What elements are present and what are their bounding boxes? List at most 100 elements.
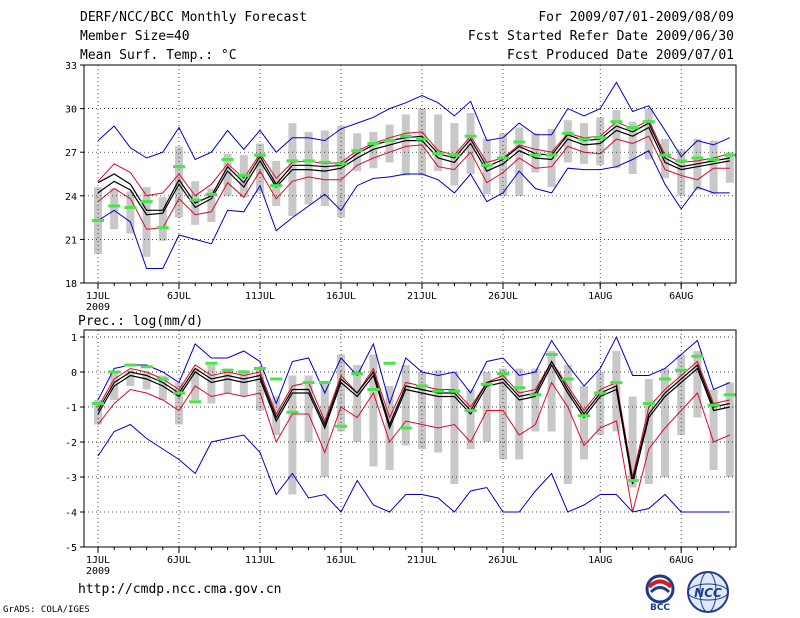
prec-obs-mark — [221, 368, 234, 372]
temp-box-bar — [385, 124, 394, 163]
prec-obs-mark — [286, 410, 299, 414]
prec-box-bar — [223, 368, 232, 393]
temp-box-bar — [515, 127, 524, 196]
prec-obs-mark — [707, 403, 720, 407]
temp-obs-mark — [480, 163, 493, 167]
temp-obs-mark — [270, 184, 283, 188]
temp-box-bar — [693, 139, 702, 190]
temp-box-bar — [531, 133, 540, 173]
temp-box-bar — [337, 126, 345, 218]
prec-obs-mark — [594, 391, 607, 395]
temp-obs-mark — [92, 219, 104, 223]
prec-obs-mark — [432, 389, 445, 393]
prec-obs-mark — [659, 377, 671, 381]
temp-obs-mark — [545, 153, 558, 157]
prec-obs-mark — [610, 381, 623, 384]
temp-obs-mark — [529, 153, 542, 157]
temp-box-bar — [142, 187, 151, 257]
prec-box-bar — [337, 354, 345, 432]
prec-obs-mark — [124, 363, 137, 367]
prec-xtick-label: 6AUG — [669, 555, 693, 566]
temp-obs-mark — [367, 141, 380, 145]
temp-xtick-year: 2009 — [86, 302, 110, 313]
prec-box-bar — [142, 372, 151, 390]
temp-box-bar — [401, 114, 410, 176]
temp-obs-mark — [335, 162, 347, 166]
temp-obs-mark — [513, 140, 526, 144]
temp-obs-mark — [108, 204, 121, 208]
prec-obs-mark — [237, 370, 250, 374]
prec-obs-mark — [691, 354, 704, 358]
temp-box-bar — [126, 191, 135, 234]
grads-credit: GrADS: COLA/IGES — [3, 605, 90, 615]
temp-obs-mark — [237, 173, 250, 177]
footer-url[interactable]: http://cmdp.ncc.cma.gov.cn — [78, 582, 282, 597]
prec-obs-mark — [578, 414, 590, 418]
temp-ytick-label: 33 — [65, 61, 77, 72]
prec-obs-mark — [626, 479, 639, 482]
prec-obs-mark — [351, 372, 364, 376]
temp-obs-mark — [691, 156, 704, 160]
prec-obs-mark — [675, 368, 688, 372]
prec-box-bar — [369, 354, 378, 467]
prec-line-min — [97, 423, 730, 513]
temp-obs-mark — [707, 157, 720, 161]
temp-ytick-label: 24 — [65, 192, 77, 203]
prec-obs-mark — [302, 381, 315, 384]
prec-obs-mark — [205, 361, 218, 365]
chart-title: DERF/NCC/BCC Monthly Forecast — [80, 10, 307, 25]
prec-box-bar — [401, 365, 410, 446]
temp-box-bar — [304, 131, 313, 205]
prec-box-bar — [256, 368, 264, 411]
forecast-period: For 2009/07/01-2009/08/09 — [538, 10, 734, 25]
prec-box-bar — [175, 382, 183, 425]
temp-xtick-label: 6JUL — [167, 291, 191, 302]
temp-xtick-label: 21JUL — [407, 291, 437, 302]
prec-box-bar — [191, 368, 200, 400]
prec-panel: Prec.: log(mm/d)-5-4-3-2-1011JUL20096JUL… — [65, 314, 737, 577]
prec-box-bar — [94, 400, 102, 425]
temp-line-min — [97, 150, 730, 269]
temp-box-bar — [499, 133, 507, 196]
header-left: DERF/NCC/BCC Monthly Forecast Member Siz… — [80, 10, 307, 67]
header-right: For 2009/07/01-2009/08/09 Fcst Started R… — [468, 10, 734, 67]
temp-obs-mark — [464, 134, 477, 138]
prec-obs-mark — [513, 386, 526, 390]
temp-obs-mark — [626, 125, 639, 129]
prec-obs-mark — [464, 409, 477, 412]
temp-obs-mark — [675, 159, 688, 163]
prec-obs-mark — [416, 384, 428, 388]
temp-line-lower — [97, 135, 730, 230]
prec-box-bar — [207, 365, 216, 404]
prec-box-bar — [434, 370, 443, 453]
temp-obs-mark — [189, 198, 202, 202]
temp-obs-mark — [173, 165, 185, 169]
temp-obs-mark — [723, 153, 736, 157]
temp-ytick-label: 18 — [65, 279, 77, 290]
prec-obs-mark — [497, 372, 509, 376]
prec-xtick-label: 1JUL — [86, 555, 110, 566]
prec-box-bar — [482, 372, 491, 442]
prec-box-bar — [563, 365, 572, 484]
temp-frame — [83, 64, 737, 284]
temp-obs-mark — [156, 226, 169, 230]
temp-box-bar — [628, 121, 637, 174]
prec-obs-mark — [367, 388, 380, 391]
temp-box-bar — [320, 130, 329, 206]
temp-box-bar — [207, 188, 216, 222]
temp-box-bar — [709, 140, 718, 195]
prec-obs-mark — [529, 393, 542, 397]
member-size: Member Size=40 — [80, 29, 190, 44]
prec-obs-mark — [173, 391, 185, 395]
prec-obs-mark — [545, 353, 558, 356]
temp-line-upper — [97, 119, 730, 197]
temp-box-bar — [547, 128, 556, 188]
temp-obs-mark — [124, 205, 137, 209]
prec-ytick-label: 0 — [71, 368, 77, 379]
prec-obs-mark — [335, 424, 347, 428]
prec-xtick-year: 2009 — [86, 566, 110, 577]
prec-ytick-label: -5 — [65, 543, 77, 554]
prec-xtick-label: 26JUL — [488, 555, 518, 566]
prec-obs-mark — [723, 393, 736, 397]
